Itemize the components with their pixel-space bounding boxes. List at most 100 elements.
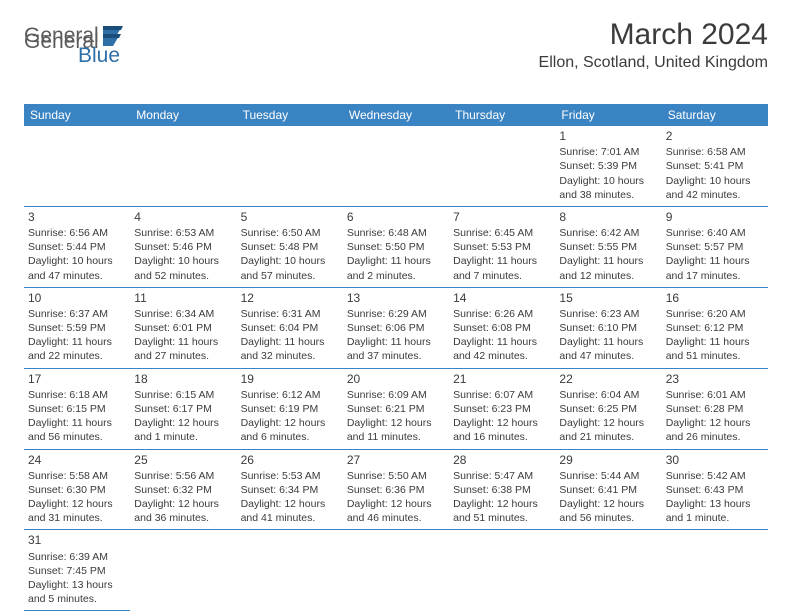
daylight-text: Daylight: 11 hours and 56 minutes. [28,416,126,444]
sunrise-text: Sunrise: 6:56 AM [28,226,126,240]
sunset-text: Sunset: 5:50 PM [347,240,445,254]
calendar-cell: 24Sunrise: 5:58 AMSunset: 6:30 PMDayligh… [24,449,130,530]
calendar-cell: 9Sunrise: 6:40 AMSunset: 5:57 PMDaylight… [662,206,768,287]
day-number: 5 [241,209,339,225]
daylight-text: Daylight: 12 hours and 36 minutes. [134,497,232,525]
daylight-text: Daylight: 11 hours and 17 minutes. [666,254,764,282]
calendar-cell: 15Sunrise: 6:23 AMSunset: 6:10 PMDayligh… [555,287,661,368]
sunrise-text: Sunrise: 6:42 AM [559,226,657,240]
sunset-text: Sunset: 6:25 PM [559,402,657,416]
day-number: 8 [559,209,657,225]
calendar-cell [343,530,449,611]
daylight-text: Daylight: 13 hours and 5 minutes. [28,578,126,606]
sunset-text: Sunset: 5:55 PM [559,240,657,254]
day-number: 7 [453,209,551,225]
daylight-text: Daylight: 11 hours and 12 minutes. [559,254,657,282]
day-number: 19 [241,371,339,387]
daylight-text: Daylight: 13 hours and 1 minute. [666,497,764,525]
calendar-table: Sunday Monday Tuesday Wednesday Thursday… [24,104,768,611]
sunrise-text: Sunrise: 6:53 AM [134,226,232,240]
calendar-cell: 10Sunrise: 6:37 AMSunset: 5:59 PMDayligh… [24,287,130,368]
calendar-cell [449,530,555,611]
calendar-body: 1Sunrise: 7:01 AMSunset: 5:39 PMDaylight… [24,126,768,611]
day-number: 2 [666,128,764,144]
calendar-cell: 3Sunrise: 6:56 AMSunset: 5:44 PMDaylight… [24,206,130,287]
weekday-tue: Tuesday [237,104,343,126]
daylight-text: Daylight: 11 hours and 47 minutes. [559,335,657,363]
calendar-cell: 8Sunrise: 6:42 AMSunset: 5:55 PMDaylight… [555,206,661,287]
sunset-text: Sunset: 6:17 PM [134,402,232,416]
calendar-cell: 17Sunrise: 6:18 AMSunset: 6:15 PMDayligh… [24,368,130,449]
sunset-text: Sunset: 6:15 PM [28,402,126,416]
sunset-text: Sunset: 6:30 PM [28,483,126,497]
day-number: 15 [559,290,657,306]
sunrise-text: Sunrise: 5:53 AM [241,469,339,483]
daylight-text: Daylight: 12 hours and 41 minutes. [241,497,339,525]
day-number: 22 [559,371,657,387]
sunrise-text: Sunrise: 5:42 AM [666,469,764,483]
calendar-cell: 26Sunrise: 5:53 AMSunset: 6:34 PMDayligh… [237,449,343,530]
month-title: March 2024 [539,18,768,52]
daylight-text: Daylight: 10 hours and 52 minutes. [134,254,232,282]
day-number: 31 [28,532,126,548]
day-number: 30 [666,452,764,468]
day-number: 10 [28,290,126,306]
daylight-text: Daylight: 10 hours and 57 minutes. [241,254,339,282]
calendar-cell: 4Sunrise: 6:53 AMSunset: 5:46 PMDaylight… [130,206,236,287]
daylight-text: Daylight: 12 hours and 56 minutes. [559,497,657,525]
sunrise-text: Sunrise: 6:45 AM [453,226,551,240]
calendar-cell: 19Sunrise: 6:12 AMSunset: 6:19 PMDayligh… [237,368,343,449]
calendar-row: 10Sunrise: 6:37 AMSunset: 5:59 PMDayligh… [24,287,768,368]
sunrise-text: Sunrise: 6:12 AM [241,388,339,402]
daylight-text: Daylight: 12 hours and 26 minutes. [666,416,764,444]
sunrise-text: Sunrise: 6:23 AM [559,307,657,321]
day-number: 6 [347,209,445,225]
calendar-cell: 13Sunrise: 6:29 AMSunset: 6:06 PMDayligh… [343,287,449,368]
calendar-cell: 18Sunrise: 6:15 AMSunset: 6:17 PMDayligh… [130,368,236,449]
sunset-text: Sunset: 6:08 PM [453,321,551,335]
calendar-cell: 25Sunrise: 5:56 AMSunset: 6:32 PMDayligh… [130,449,236,530]
calendar-row: 17Sunrise: 6:18 AMSunset: 6:15 PMDayligh… [24,368,768,449]
sunset-text: Sunset: 6:32 PM [134,483,232,497]
weekday-sun: Sunday [24,104,130,126]
day-number: 29 [559,452,657,468]
calendar-row: 3Sunrise: 6:56 AMSunset: 5:44 PM Daylight… [24,206,768,287]
sunset-text: Sunset: 6:12 PM [666,321,764,335]
calendar-cell: 27Sunrise: 5:50 AMSunset: 6:36 PMDayligh… [343,449,449,530]
daylight-text: Daylight: 12 hours and 46 minutes. [347,497,445,525]
sunset-text: Sunset: 6:28 PM [666,402,764,416]
day-number: 23 [666,371,764,387]
sunrise-text: Sunrise: 6:07 AM [453,388,551,402]
daylight-text: Daylight: 11 hours and 27 minutes. [134,335,232,363]
header: General March 2024 Ellon, Scotland, Unit… [24,18,768,72]
calendar-cell: 28Sunrise: 5:47 AMSunset: 6:38 PMDayligh… [449,449,555,530]
sunset-text: Sunset: 5:44 PM [28,240,126,254]
day-number: 3 [28,209,126,225]
weekday-fri: Friday [555,104,661,126]
day-number: 28 [453,452,551,468]
sunset-text: Sunset: 6:43 PM [666,483,764,497]
sunset-text: Sunset: 6:36 PM [347,483,445,497]
daylight-text: Daylight: 12 hours and 51 minutes. [453,497,551,525]
sunset-text: Sunset: 5:57 PM [666,240,764,254]
sunset-text: Sunset: 5:53 PM [453,240,551,254]
sunrise-text: Sunrise: 6:39 AM [28,550,126,564]
sunrise-text: Sunrise: 6:58 AM [666,145,764,159]
calendar-cell [237,126,343,206]
calendar-cell: 16Sunrise: 6:20 AMSunset: 6:12 PMDayligh… [662,287,768,368]
sunrise-text: Sunrise: 6:34 AM [134,307,232,321]
day-number: 26 [241,452,339,468]
calendar-cell: 12Sunrise: 6:31 AMSunset: 6:04 PMDayligh… [237,287,343,368]
calendar-cell [662,530,768,611]
title-block: March 2024 Ellon, Scotland, United Kingd… [539,18,768,72]
calendar-cell [130,126,236,206]
weekday-sat: Saturday [662,104,768,126]
sunset-text: Sunset: 6:38 PM [453,483,551,497]
calendar-cell: 23Sunrise: 6:01 AMSunset: 6:28 PMDayligh… [662,368,768,449]
day-number: 21 [453,371,551,387]
sunset-text: Sunset: 6:34 PM [241,483,339,497]
day-number: 17 [28,371,126,387]
sunrise-text: Sunrise: 7:01 AM [559,145,657,159]
sunrise-text: Sunrise: 6:18 AM [28,388,126,402]
sunrise-text: Sunrise: 6:20 AM [666,307,764,321]
